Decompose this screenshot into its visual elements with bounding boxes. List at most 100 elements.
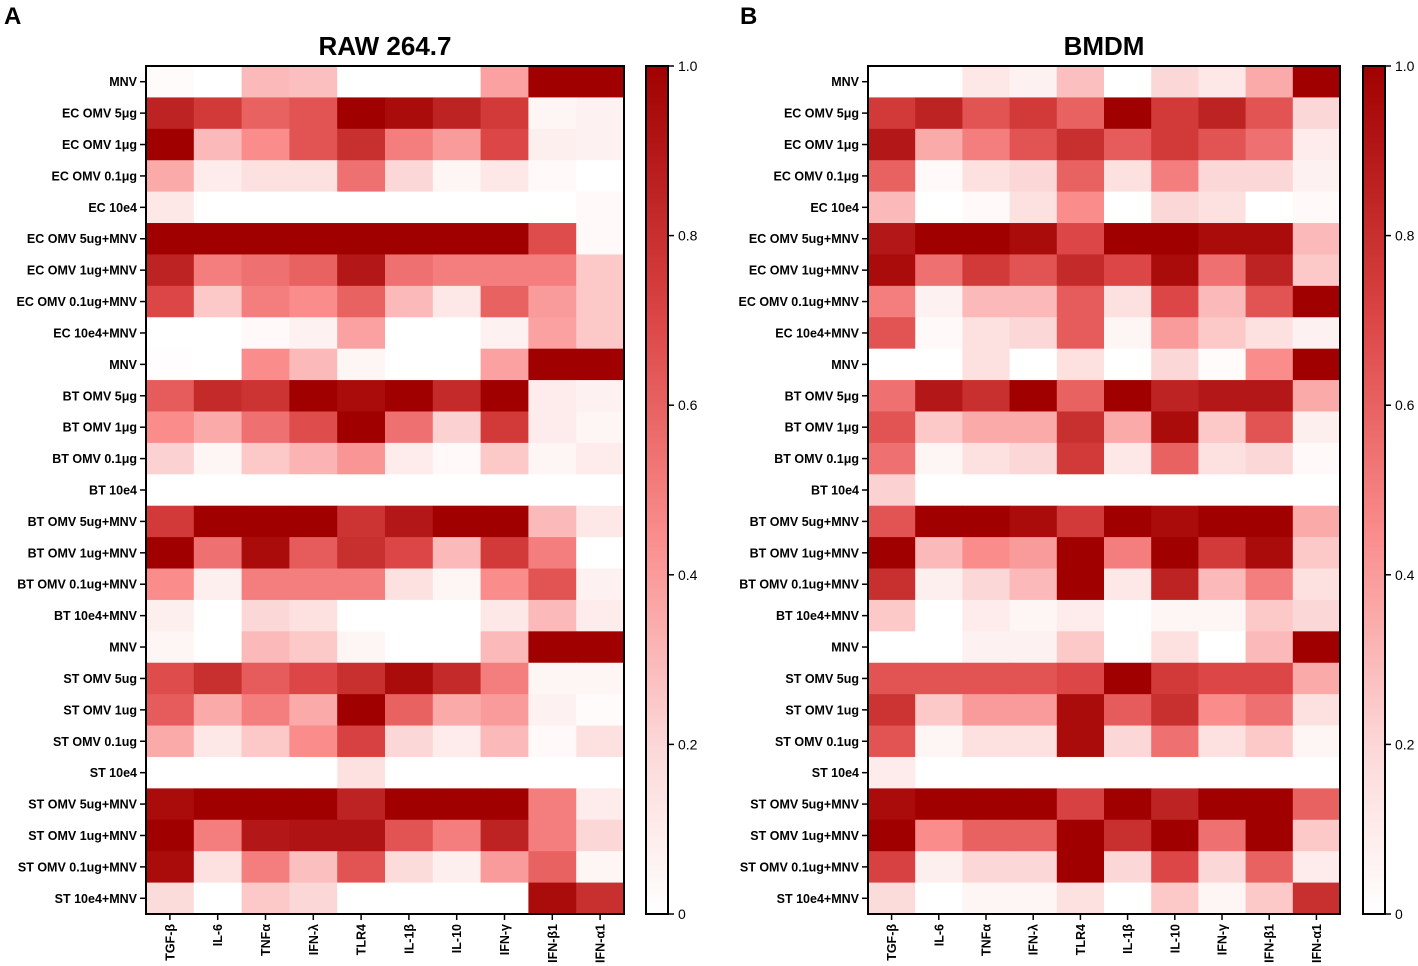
heatmap-cell bbox=[1292, 442, 1341, 475]
row-label: EC OMV 5ug+MNV bbox=[749, 232, 860, 246]
heatmap-cell bbox=[337, 599, 386, 632]
heatmap-cell bbox=[146, 694, 195, 727]
heatmap-cell bbox=[146, 160, 195, 193]
heatmap-cell bbox=[1056, 254, 1105, 287]
heatmap-cell bbox=[962, 568, 1011, 601]
heatmap-cell bbox=[1151, 66, 1199, 99]
heatmap-cell bbox=[1151, 537, 1199, 570]
heatmap-cell bbox=[915, 411, 963, 444]
heatmap-cell bbox=[337, 254, 386, 287]
heatmap-cell bbox=[1104, 568, 1152, 601]
heatmap-cell bbox=[1292, 599, 1341, 632]
heatmap-cell bbox=[432, 756, 482, 789]
heatmap-cell bbox=[1104, 631, 1152, 664]
heatmap-cell bbox=[528, 725, 577, 758]
heatmap-cell bbox=[193, 97, 243, 130]
heatmap-cell bbox=[1056, 568, 1105, 601]
heatmap-cell bbox=[289, 442, 338, 475]
heatmap-cell bbox=[576, 380, 625, 413]
heatmap-cell bbox=[193, 285, 243, 318]
heatmap-cell bbox=[576, 882, 625, 915]
heatmap-cell bbox=[1009, 725, 1058, 758]
heatmap-cell bbox=[146, 191, 195, 224]
heatmap-cell bbox=[1198, 348, 1247, 381]
heatmap-cell bbox=[337, 160, 386, 193]
heatmap-cell bbox=[1009, 191, 1058, 224]
row-label: BT OMV 5μg bbox=[63, 389, 137, 403]
heatmap-cell bbox=[241, 66, 290, 99]
heatmap-cell bbox=[528, 568, 577, 601]
heatmap-cell bbox=[868, 851, 916, 884]
heatmap-cell bbox=[337, 537, 386, 570]
heatmap-cell bbox=[576, 191, 625, 224]
heatmap-cell bbox=[1245, 317, 1294, 350]
row-label: ST OMV 0.1ug+MNV bbox=[740, 860, 860, 874]
heatmap-cell bbox=[915, 191, 963, 224]
heatmap-cell bbox=[1151, 694, 1199, 727]
heatmap-cell bbox=[962, 160, 1011, 193]
heatmap-cell bbox=[1104, 191, 1152, 224]
heatmap-cell bbox=[146, 380, 195, 413]
heatmap-cell bbox=[576, 285, 625, 318]
heatmap-cell bbox=[528, 128, 577, 161]
heatmap-cell bbox=[241, 442, 290, 475]
heatmap-cell bbox=[385, 819, 434, 852]
heatmap-cell bbox=[241, 662, 290, 695]
heatmap-cell bbox=[915, 128, 963, 161]
heatmap-cell bbox=[1009, 317, 1058, 350]
heatmap-cell bbox=[146, 756, 195, 789]
heatmap-cell bbox=[1056, 851, 1105, 884]
heatmap-cell bbox=[915, 223, 963, 256]
column-label: IL-6 bbox=[211, 924, 225, 946]
heatmap-cell bbox=[1009, 505, 1058, 538]
heatmap-cell bbox=[962, 537, 1011, 570]
heatmap-cell bbox=[385, 223, 434, 256]
heatmap-cell bbox=[385, 505, 434, 538]
heatmap-cell bbox=[1245, 442, 1294, 475]
heatmap-cell bbox=[962, 285, 1011, 318]
heatmap-cell bbox=[962, 191, 1011, 224]
heatmap-cell bbox=[480, 474, 529, 507]
heatmap-cell bbox=[915, 537, 963, 570]
heatmap-cell bbox=[193, 348, 243, 381]
heatmap-cell bbox=[1245, 380, 1294, 413]
heatmap-cell bbox=[576, 474, 625, 507]
heatmap-cell bbox=[1009, 254, 1058, 287]
heatmap-cell bbox=[868, 317, 916, 350]
heatmap-cell bbox=[289, 788, 338, 821]
heatmap-cell bbox=[962, 599, 1011, 632]
heatmap-cell bbox=[1056, 191, 1105, 224]
heatmap-cell bbox=[1151, 662, 1199, 695]
heatmap-cell bbox=[576, 160, 625, 193]
heatmap-cell bbox=[337, 411, 386, 444]
heatmap-cell bbox=[289, 128, 338, 161]
heatmap-cell bbox=[337, 568, 386, 601]
heatmap-cell bbox=[1009, 631, 1058, 664]
heatmap-cell bbox=[1245, 474, 1294, 507]
heatmap-cell bbox=[432, 725, 482, 758]
heatmap-cell bbox=[1104, 285, 1152, 318]
column-label: IFN-β1 bbox=[1263, 924, 1277, 963]
heatmap-cell bbox=[241, 819, 290, 852]
heatmap-cell bbox=[1056, 66, 1105, 99]
heatmap-cell bbox=[480, 223, 529, 256]
heatmap-cell bbox=[146, 223, 195, 256]
heatmap-cell bbox=[576, 442, 625, 475]
heatmap-cell bbox=[193, 568, 243, 601]
heatmap-cell bbox=[1056, 411, 1105, 444]
column-label: TNFα bbox=[980, 924, 994, 956]
row-label: BT OMV 5ug+MNV bbox=[28, 515, 138, 529]
heatmap-cell bbox=[385, 317, 434, 350]
heatmap-cell bbox=[193, 191, 243, 224]
column-label: IL-1β bbox=[1121, 924, 1135, 954]
heatmap-cell bbox=[289, 599, 338, 632]
heatmap-cell bbox=[1104, 474, 1152, 507]
heatmap-cell bbox=[868, 411, 916, 444]
heatmap-cell bbox=[1104, 254, 1152, 287]
heatmap-cell bbox=[1292, 317, 1341, 350]
heatmap-cell bbox=[1151, 631, 1199, 664]
heatmap-cell bbox=[480, 380, 529, 413]
heatmap-cell bbox=[528, 631, 577, 664]
heatmap-cell bbox=[1009, 882, 1058, 915]
heatmap-cell bbox=[146, 882, 195, 915]
